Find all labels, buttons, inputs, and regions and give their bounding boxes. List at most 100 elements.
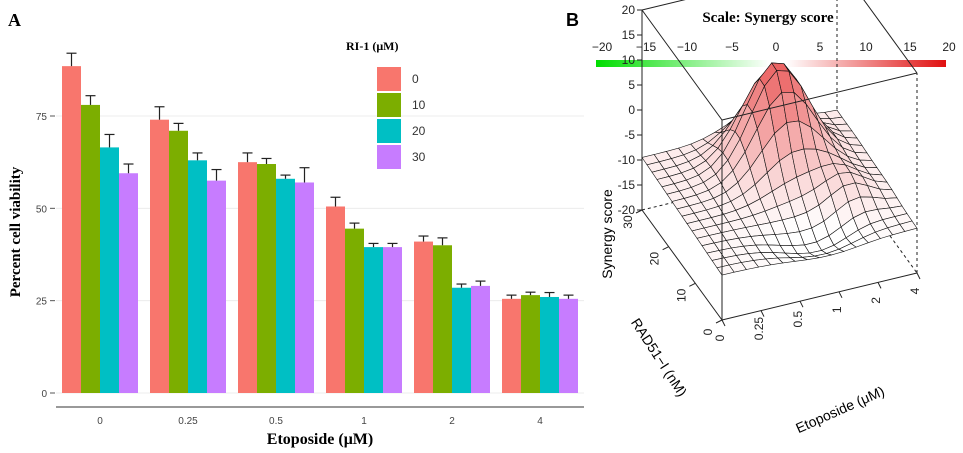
y-axis-ticks: 0 25 50 75 (36, 112, 55, 400)
colorbar-tick-label: 0 (773, 40, 780, 54)
z-axis-label: Synergy score (599, 189, 615, 279)
y-tick-label: 0 (701, 328, 715, 335)
x-tick-mark (916, 272, 921, 280)
y-tick-label: 50 (36, 204, 48, 215)
z-tick-label: -5 (624, 128, 635, 142)
bar (414, 241, 433, 393)
bar (326, 206, 345, 393)
legend: RI-1 (μM) 0 10 20 30 (346, 39, 426, 169)
panel-a: A 0 25 50 75 0 0.25 0.5 1 2 4 Etoposide (μM) Per… (8, 10, 584, 448)
panel-a-letter: A (8, 10, 21, 30)
x-tick-mark (799, 300, 804, 308)
x-axis-label: Etoposide (μM) (267, 431, 373, 448)
bar (62, 66, 81, 393)
legend-title: RI-1 (μM) (346, 39, 398, 53)
box-edge (863, 0, 918, 74)
box-edge (641, 9, 723, 121)
x-tick-mark (760, 310, 765, 317)
error-bar-group (66, 52, 574, 299)
etoposide-axis-label: Etoposide (μM) (793, 383, 886, 436)
z-tick-label: 5 (628, 78, 635, 92)
colorbar-tick-label: 20 (942, 40, 956, 54)
x-tick-label: 0.5 (791, 311, 805, 328)
y-tick-mark (635, 209, 643, 214)
x-tick-label: 2 (869, 297, 883, 304)
z-tick-label: 10 (622, 53, 636, 67)
x-tick-label: 0 (713, 334, 727, 341)
x-tick-label: 1 (830, 306, 844, 313)
surface-cell (899, 220, 918, 232)
rad51-axis-label: RAD51−I (nM) (628, 315, 690, 399)
x-tick-label: 2 (449, 416, 455, 427)
x-tick-label: 0 (97, 416, 103, 427)
grid-lines (56, 115, 584, 394)
colorbar-tick-label: 15 (903, 40, 917, 54)
legend-swatch (377, 67, 401, 91)
bar (364, 247, 383, 393)
legend-swatch (377, 93, 401, 117)
box-edge (641, 0, 686, 11)
x-axis-ticks: 0 0.25 0.5 1 2 4 (97, 416, 543, 427)
z-tick-label: -20 (618, 203, 636, 217)
y-tick-label: 0 (41, 389, 47, 400)
bar (119, 173, 138, 393)
z-tick-label: -10 (618, 153, 636, 167)
box-edge (721, 272, 918, 321)
synergy-surface (641, 62, 918, 276)
y-tick-label: 10 (674, 288, 688, 302)
x-tick-mark (877, 282, 882, 289)
legend-label: 0 (412, 72, 419, 86)
scale-title: Scale: Synergy score (702, 10, 834, 26)
bar-group (62, 66, 578, 394)
x-tick-label: 4 (537, 416, 543, 427)
panel-b-letter: B (566, 10, 579, 30)
y-tick-label: 75 (36, 112, 48, 123)
bar (100, 147, 119, 393)
z-tick-label: 0 (628, 103, 635, 117)
legend-swatch (377, 119, 401, 143)
bar (521, 295, 540, 393)
bar (452, 287, 471, 393)
bar (169, 130, 188, 394)
y-tick-mark (715, 319, 723, 324)
bar (383, 247, 402, 393)
bar (433, 245, 452, 393)
colorbar-tick-label: −20 (592, 40, 613, 54)
legend-label: 20 (412, 124, 426, 138)
y-tick-mark (662, 246, 669, 251)
bar (81, 104, 100, 394)
bar (471, 285, 490, 393)
bar (540, 296, 559, 393)
x-tick-mark (721, 319, 726, 327)
x-tick-label: 4 (908, 287, 922, 294)
box-edge (721, 72, 918, 121)
bar (276, 178, 295, 393)
etoposide-axis-ticks: 0 0.25 0.5 1 2 4 (713, 272, 922, 341)
x-tick-label: 0.5 (269, 416, 283, 427)
z-tick-label: 15 (622, 28, 636, 42)
legend-swatch (377, 145, 401, 169)
y-tick-label: 30 (621, 215, 635, 229)
z-tick-label: 20 (622, 3, 636, 17)
bar (188, 160, 207, 393)
colorbar-tick-label: 5 (817, 40, 824, 54)
bar (559, 298, 578, 393)
y-axis-label: Percent cell viability (8, 166, 24, 297)
y-tick-label: 25 (36, 297, 48, 308)
colorbar-negative (596, 60, 770, 67)
colorbar-tick-label: −10 (677, 40, 698, 54)
bar (295, 182, 314, 393)
x-tick-label: 0.25 (752, 317, 766, 341)
colorbar-tick-label: 10 (859, 40, 873, 54)
colorbar-tick-label: −5 (725, 40, 739, 54)
colorbar-positive (786, 60, 946, 67)
x-tick-label: 0.25 (178, 416, 198, 427)
colorbar-ticks: −20 −15 −10 −5 0 5 10 15 20 (592, 40, 956, 54)
y-tick-label: 20 (648, 252, 662, 266)
x-tick-label: 1 (361, 416, 367, 427)
surface-box-front (641, 9, 918, 321)
colorbar-tick-label: −15 (636, 40, 657, 54)
bar (257, 164, 276, 393)
box-edge (641, 209, 723, 321)
